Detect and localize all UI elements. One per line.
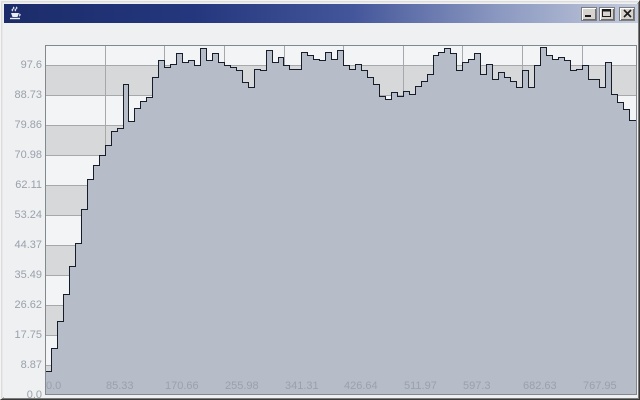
chart-panel: 97.6 88.73 79.86 70.98 62.11 53.24 44.37 35.49 2…	[4, 23, 638, 400]
x-tick-label: 0.0	[46, 380, 62, 392]
y-tick-label: 88.73	[14, 89, 42, 101]
x-tick-label: 682.63	[523, 380, 557, 392]
close-icon	[622, 9, 632, 18]
maximize-icon	[602, 9, 611, 17]
y-tick-label: 97.6	[20, 59, 42, 71]
y-tick-label: 0.0	[26, 389, 42, 400]
y-tick-label: 8.87	[20, 359, 42, 372]
y-tick-label: 35.49	[14, 269, 42, 282]
x-tick-label: 426.64	[344, 380, 378, 392]
y-tick-label: 44.37	[14, 239, 42, 252]
step-area-chart	[45, 45, 637, 395]
y-tick-label: 70.98	[14, 149, 42, 162]
y-tick-label: 17.75	[14, 329, 42, 342]
x-tick-label: 597.3	[463, 380, 491, 392]
window-controls	[581, 6, 635, 21]
minimize-icon	[585, 15, 591, 17]
maximize-button[interactable]	[599, 6, 615, 21]
minimize-button[interactable]	[581, 6, 597, 21]
x-tick-label: 170.66	[165, 380, 199, 392]
x-tick-label: 511.97	[404, 380, 437, 392]
window-title-bar[interactable]	[4, 4, 638, 23]
y-tick-label: 62.11	[15, 179, 42, 192]
x-tick-label: 341.31	[285, 380, 319, 392]
x-tick-label: 255.98	[225, 380, 259, 392]
close-button[interactable]	[619, 6, 635, 21]
y-tick-label: 26.62	[14, 299, 42, 312]
java-coffee-cup-icon	[10, 6, 21, 20]
y-tick-label: 79.86	[14, 119, 42, 131]
y-tick-label: 53.24	[14, 209, 42, 222]
x-tick-label: 767.95	[583, 380, 617, 392]
x-tick-label: 85.33	[106, 380, 134, 392]
